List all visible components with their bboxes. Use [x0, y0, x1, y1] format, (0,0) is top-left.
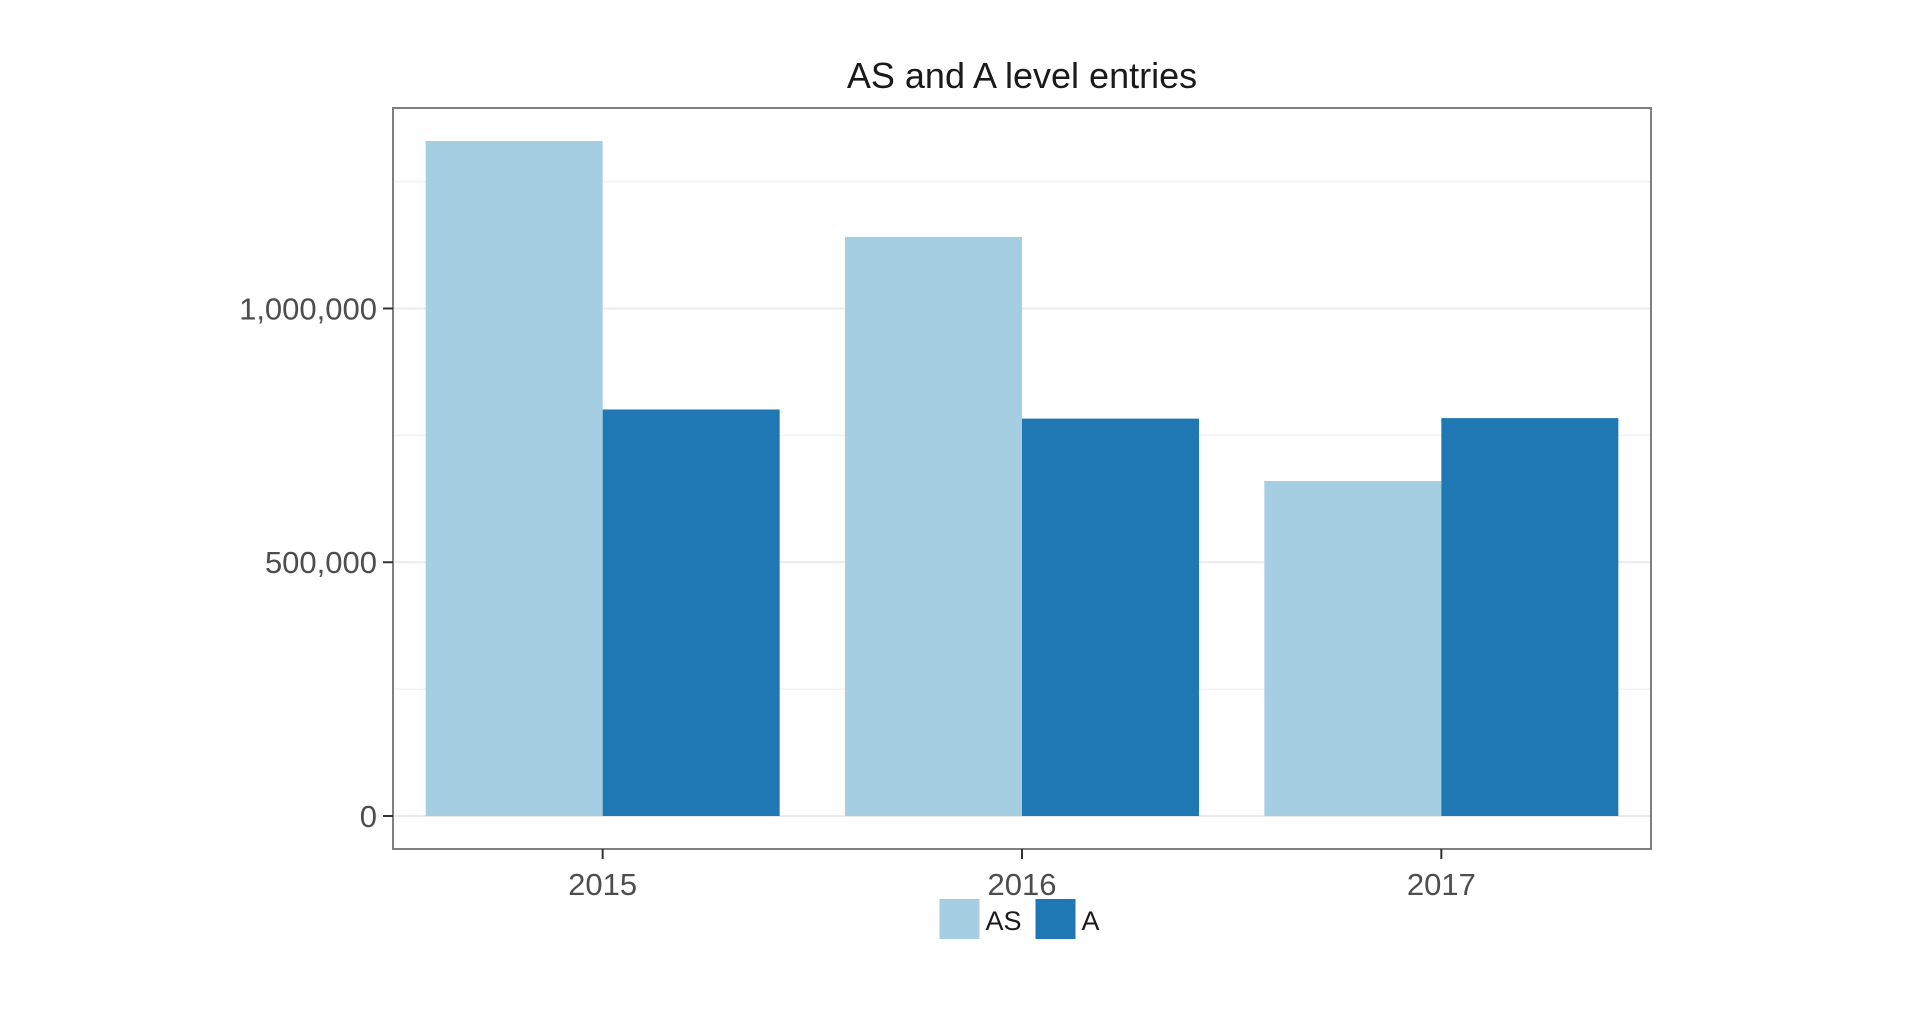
- y-tick-label: 1,000,000: [239, 291, 377, 326]
- legend: AS A: [939, 899, 1100, 939]
- bar-as-2017: [1264, 481, 1442, 817]
- legend-label-as: AS: [986, 906, 1022, 936]
- bar-a-2017: [1441, 418, 1619, 817]
- x-tick-label: 2015: [568, 867, 637, 902]
- legend-key-as: [939, 899, 980, 939]
- x-axis: 2015 2016 2017: [568, 849, 1476, 902]
- y-tick-label: 0: [360, 799, 377, 834]
- legend-label-a: A: [1082, 906, 1100, 936]
- bar-a-2016: [1022, 418, 1199, 817]
- y-tick-label: 500,000: [265, 545, 377, 580]
- bar-as-2015: [425, 140, 603, 817]
- legend-key-a: [1035, 899, 1076, 939]
- chart-title: AS and A level entries: [847, 55, 1197, 96]
- y-axis: 0 500,000 1,000,000: [239, 291, 393, 834]
- x-tick-label: 2016: [988, 867, 1057, 902]
- x-tick-label: 2017: [1407, 867, 1476, 902]
- bar-as-2016: [845, 236, 1022, 817]
- bars: [425, 140, 1619, 817]
- bar-a-2015: [602, 409, 780, 817]
